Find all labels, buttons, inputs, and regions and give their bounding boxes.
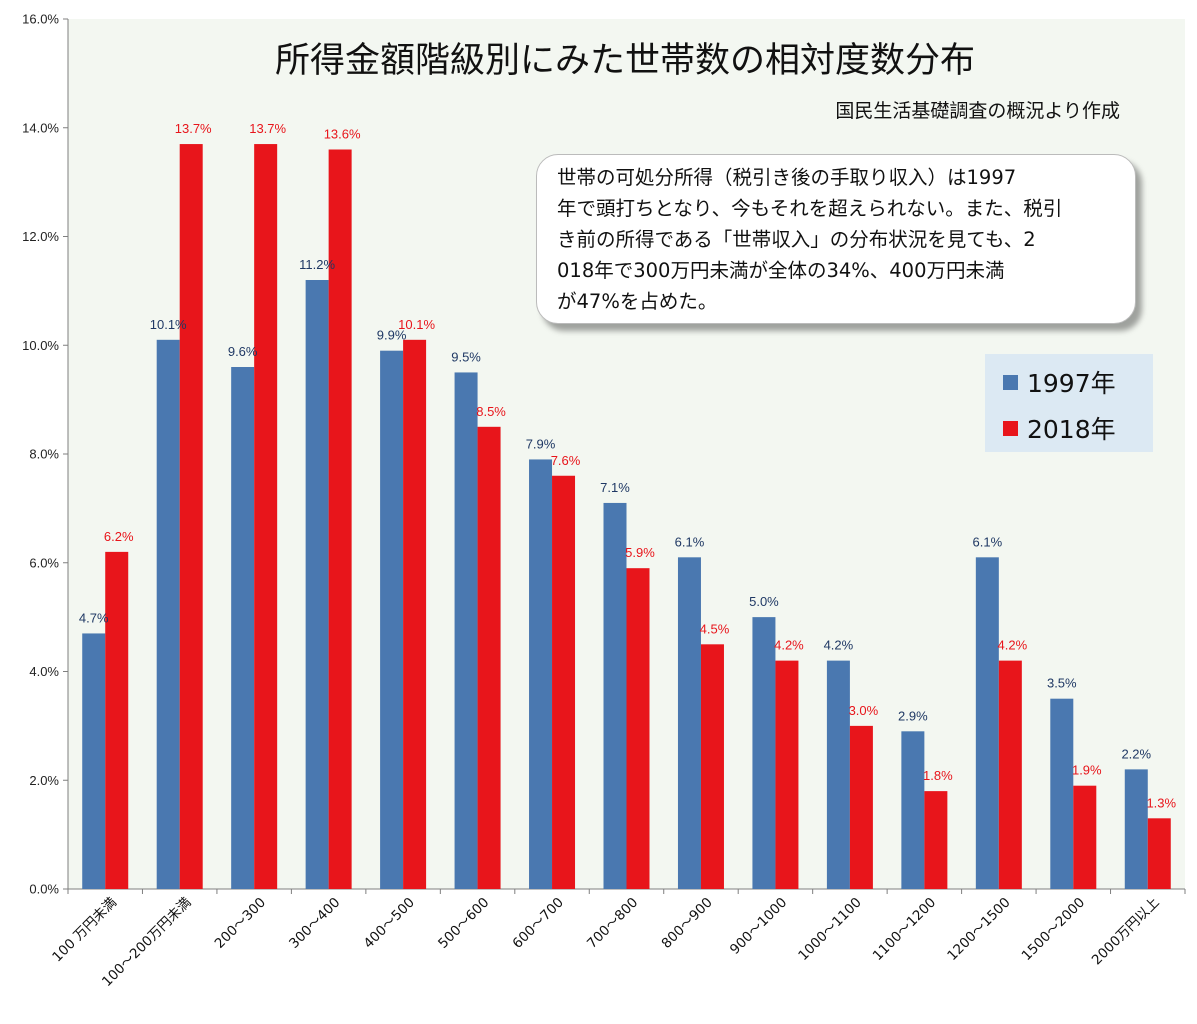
bar-2018 [254,144,278,889]
data-label-2018: 8.5% [476,404,506,419]
data-label-2018: 1.8% [923,768,953,783]
data-label-1997: 6.1% [675,534,705,549]
bar-1997 [156,339,180,889]
bar-1997 [901,731,925,889]
bar-2018 [328,149,352,889]
annotation-line: が47%を占めた。 [557,290,718,313]
data-label-2018: 5.9% [625,545,655,560]
data-label-1997: 10.1% [150,317,187,332]
x-category-label: 1100～1200 [870,895,939,964]
data-label-2018: 3.0% [849,703,879,718]
x-category-label: 600～700 [510,895,567,952]
bar-2018 [775,660,799,889]
bar-2018 [626,568,650,889]
x-category-label: 400～500 [361,895,418,952]
data-label-2018: 1.3% [1146,795,1176,810]
x-category-label: 1500～2000 [1019,895,1088,964]
data-label-2018: 13.7% [175,121,212,136]
x-category-label: 700～800 [584,895,641,952]
data-label-1997: 4.7% [79,610,109,625]
y-tick-label: 14.0% [22,120,59,135]
bar-1997 [1050,698,1074,889]
bar-2018 [105,551,129,889]
x-category-label: 1000～1100 [795,895,864,964]
x-category-label: 200～300 [212,895,269,952]
bar-2018 [998,660,1022,889]
data-label-1997: 9.9% [377,328,407,343]
data-label-1997: 2.9% [898,708,928,723]
x-category-label: 900～1000 [727,895,790,958]
x-category-label: 300～400 [286,895,343,952]
legend-swatch-2018 [1003,420,1018,436]
data-label-2018: 7.6% [551,453,581,468]
annotation-line: き前の所得である「世帯収入」の分布状況を見ても、2 [557,228,1036,251]
data-label-1997: 9.5% [451,349,481,364]
bar-2018 [1147,818,1171,889]
x-category-label: 800～900 [658,895,715,952]
bar-2018 [552,475,576,889]
data-label-1997: 4.2% [824,638,854,653]
data-label-1997: 7.1% [600,480,630,495]
bar-1997 [231,367,255,889]
bar-1997 [305,280,329,889]
data-label-1997: 7.9% [526,436,556,451]
data-label-2018: 4.2% [774,638,804,653]
y-tick-label: 0.0% [29,882,59,897]
data-label-2018: 6.2% [104,529,134,544]
data-label-2018: 13.6% [324,127,361,142]
annotation-line: 世帯の可処分所得（税引き後の手取り収入）は1997 [557,166,1017,189]
data-label-1997: 11.2% [299,257,335,272]
legend-item-1997: 1997年 [1003,362,1116,402]
bar-1997 [380,350,404,889]
legend-item-2018: 2018年 [1003,408,1116,448]
y-tick-label: 12.0% [22,229,59,244]
bar-2018 [924,791,948,889]
data-label-2018: 4.2% [998,638,1028,653]
annotation-line: 年で頭打ちとなり、今もそれを超えられない。また、税引 [557,197,1063,220]
bar-1997 [826,660,850,889]
y-tick-label: 4.0% [29,664,59,679]
data-label-2018: 10.1% [398,317,435,332]
data-label-1997: 9.6% [228,344,258,359]
bar-1997 [529,459,553,889]
data-label-2018: 13.7% [249,121,286,136]
chart-subtitle: 国民生活基礎調査の概況より作成 [835,100,1120,122]
data-label-1997: 6.1% [973,534,1003,549]
annotation-line: 018年で300万円未満が全体の34%、400万円未満 [557,259,1005,282]
chart-title: 所得金額階級別にみた世帯数の相対度数分布 [275,41,975,81]
legend: 1997年 2018年 [985,354,1153,452]
bar-2018 [700,644,724,889]
bar-2018 [179,144,203,889]
legend-label-1997: 1997年 [1027,369,1116,398]
x-category-label: 1200～1500 [944,895,1013,964]
bar-1997 [1124,769,1148,889]
y-tick-label: 2.0% [29,773,59,788]
bar-1997 [603,502,627,889]
annotation-box: 世帯の可処分所得（税引き後の手取り収入）は1997 年で頭打ちとなり、今もそれを… [536,154,1136,324]
y-tick-label: 10.0% [22,338,59,353]
data-label-1997: 3.5% [1047,676,1077,691]
bar-1997 [454,372,478,889]
y-tick-label: 6.0% [29,555,59,570]
data-label-1997: 5.0% [749,594,779,609]
data-label-2018: 4.5% [700,621,730,636]
bar-2018 [403,339,427,889]
bar-2018 [849,725,873,889]
x-category-label: 100 万円未満 [49,895,120,966]
x-category-label: 2000万円以上 [1089,895,1163,969]
data-label-2018: 1.9% [1072,763,1102,778]
bar-2018 [477,426,501,889]
bar-1997 [975,557,999,889]
legend-label-2018: 2018年 [1027,415,1116,444]
y-tick-label: 16.0% [22,12,59,27]
y-tick-label: 8.0% [29,447,59,462]
bar-2018 [1073,785,1097,889]
bar-1997 [752,617,776,889]
data-label-1997: 2.2% [1121,746,1151,761]
bar-1997 [677,557,701,889]
legend-swatch-1997 [1003,374,1018,390]
x-category-label: 500～600 [435,895,492,952]
bar-1997 [82,633,106,889]
